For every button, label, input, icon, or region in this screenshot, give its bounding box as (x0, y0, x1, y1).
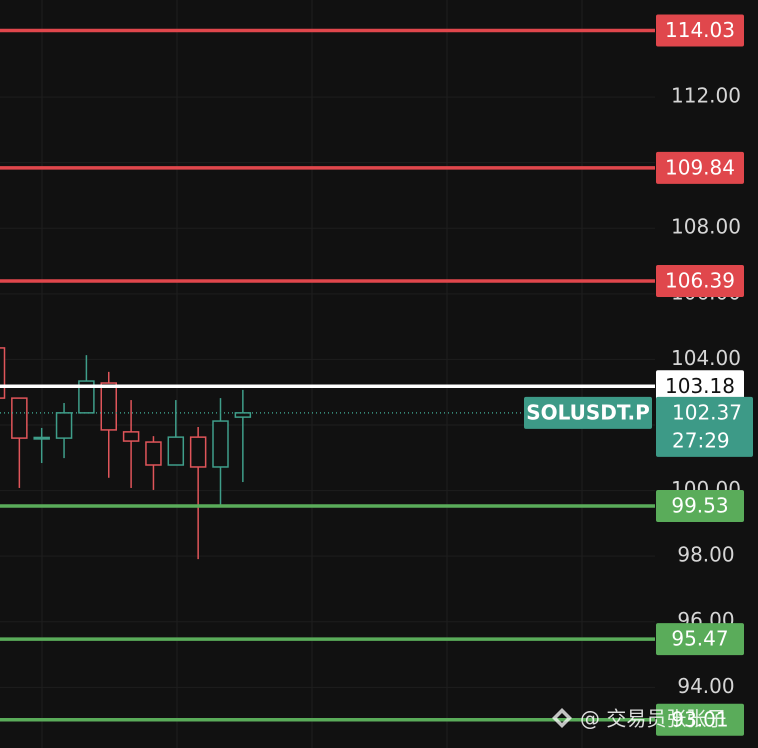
candle-body (55, 412, 73, 439)
countdown-label: 27:29 (672, 428, 730, 452)
level-label-box (656, 489, 744, 522)
watermark: @ 交易员张张子 (580, 707, 726, 731)
level-label-box (656, 151, 744, 184)
level-label: 93.01 (671, 707, 728, 731)
level-label: 99.53 (671, 493, 728, 517)
candle-body (122, 431, 140, 442)
candle-body (33, 436, 50, 440)
candle-body (212, 420, 229, 468)
y-tick-label: 112.00 (671, 84, 741, 108)
y-tick-label: 94.00 (677, 674, 734, 698)
symbol-label: SOLUSDT.P (526, 400, 650, 424)
watermark-icon (552, 708, 572, 728)
y-tick-label: 98.00 (677, 543, 734, 567)
candle-body (189, 436, 207, 468)
level-label-box (656, 265, 744, 298)
level-label: 109.84 (665, 155, 735, 179)
level-label: 95.47 (671, 627, 728, 651)
candle-body (78, 380, 95, 414)
level-label-box (656, 370, 744, 403)
level-label: 103.18 (665, 374, 735, 398)
candle-body (145, 441, 162, 466)
level-label: 106.39 (665, 269, 735, 293)
candle-body (100, 382, 117, 431)
level-label-box (656, 623, 744, 656)
price-box (656, 396, 753, 457)
price-label: 102.37 (672, 400, 742, 424)
level-label: 114.03 (665, 18, 735, 42)
time-grid (41, 0, 583, 748)
level-label-box (656, 703, 744, 736)
candle-body (167, 436, 185, 466)
candle-body (234, 412, 252, 418)
y-tick-label: 108.00 (671, 215, 741, 239)
level-label-box (656, 14, 744, 47)
symbol-box (524, 396, 652, 429)
candle-body (11, 397, 28, 439)
y-tick-label: 104.00 (671, 346, 741, 370)
candle-body (0, 347, 6, 399)
